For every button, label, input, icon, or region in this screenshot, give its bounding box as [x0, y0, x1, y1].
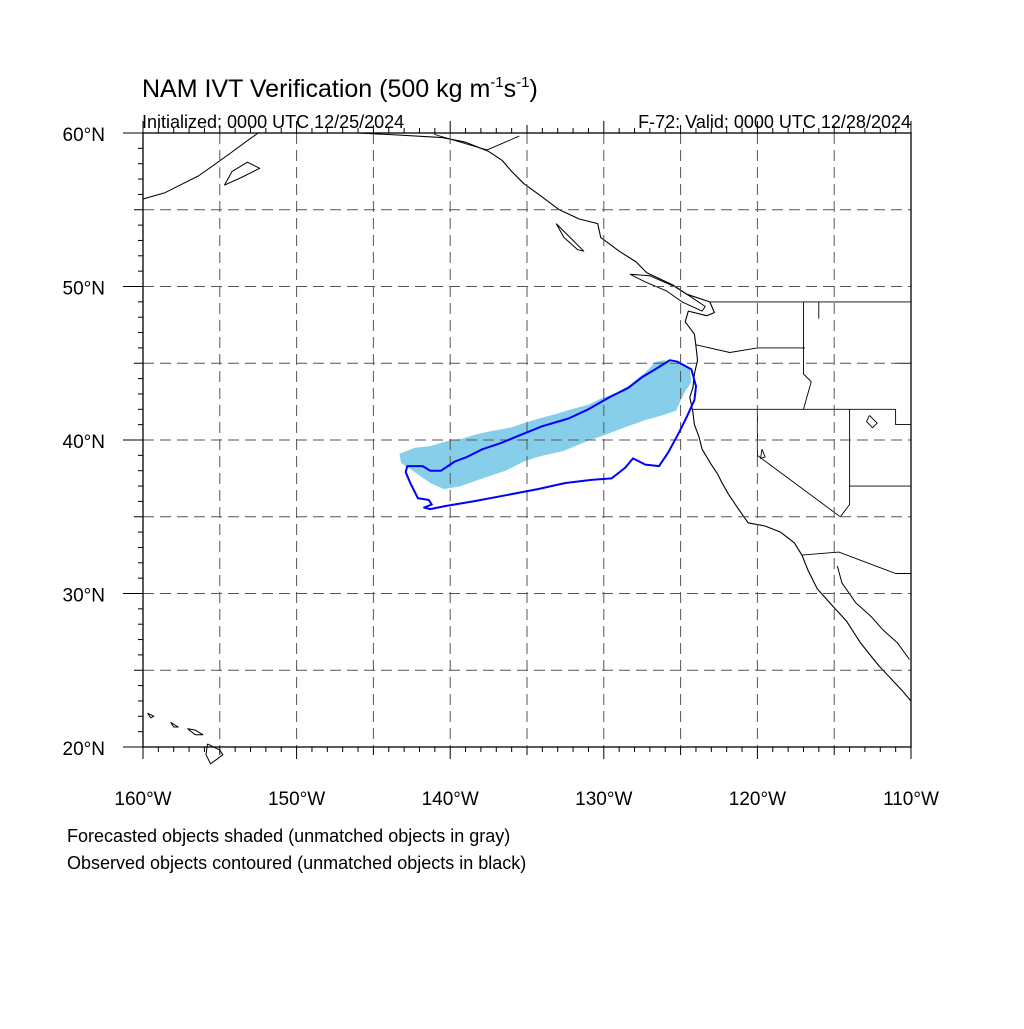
latitude-tick-label: 20°N [63, 739, 105, 760]
init-time-label: Initialized: 0000 UTC 12/25/2024 [142, 112, 404, 132]
observed-object-layer [404, 359, 697, 511]
latitude-tick-label: 40°N [63, 432, 105, 453]
latitude-tick-label: 50°N [63, 279, 105, 300]
figure-title: NAM IVT Verification (500 kg m-1s-1) [142, 74, 538, 103]
longitude-tick-label: 120°W [729, 789, 786, 810]
lake-outline [866, 415, 878, 429]
kodiak-island-coastline [223, 161, 261, 186]
longitude-tick-label: 150°W [268, 789, 325, 810]
hawaii-island-coastline [170, 721, 179, 728]
gridline-layer [143, 133, 911, 747]
latitude-tick-label: 60°N [63, 125, 105, 146]
observed-ivt-contour [404, 359, 697, 511]
hawaii-island-coastline [147, 712, 155, 719]
political-boundary [801, 551, 911, 574]
hawaii-island-coastline [205, 743, 224, 765]
political-boundary [756, 409, 841, 518]
longitude-tick-label: 140°W [422, 789, 479, 810]
map-frame [142, 132, 912, 748]
observed-note: Observed objects contoured (unmatched ob… [67, 853, 527, 873]
lake-outline [760, 449, 766, 459]
alaska-peninsula-coastline [142, 132, 259, 200]
forecast-note: Forecasted objects shaded (unmatched obj… [67, 826, 511, 846]
axis-tick-layer [123, 121, 912, 759]
axis-label-layer: 60°N 50°N 40°N 30°N 20°N 160°W 150°W 140°W 130°W… [63, 125, 939, 810]
haida-gwaii-coastline [555, 223, 585, 252]
political-boundary [434, 133, 520, 151]
latitude-tick-label: 30°N [63, 586, 105, 607]
valid-time-label: F-72: Valid: 0000 UTC 12/28/2024 [638, 112, 911, 132]
political-boundary [695, 344, 805, 353]
political-boundary [895, 409, 911, 426]
longitude-tick-label: 130°W [575, 789, 632, 810]
north-america-coastline [357, 132, 912, 702]
longitude-tick-label: 110°W [883, 789, 939, 810]
hawaii-island-coastline [187, 728, 204, 736]
vancouver-island-coastline [629, 273, 706, 312]
gulf-of-california-coastline [836, 565, 910, 660]
longitude-tick-label: 160°W [114, 789, 171, 810]
political-boundary [803, 301, 812, 410]
political-boundary [839, 409, 851, 518]
